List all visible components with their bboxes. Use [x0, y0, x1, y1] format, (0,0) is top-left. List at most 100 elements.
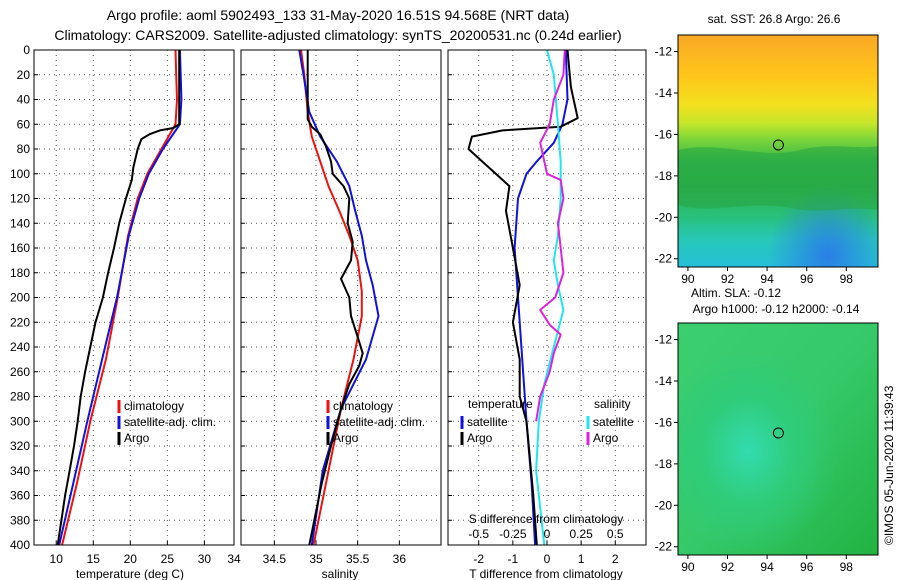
depth-tick-label: 360 — [10, 489, 30, 503]
x-tick-label: 34.5 — [263, 552, 287, 566]
depth-tick-label: 320 — [10, 439, 30, 453]
map-y-tick-label: -14 — [655, 86, 673, 100]
legend-title-salinity: salinity — [594, 397, 631, 411]
map-y-tick-label: -22 — [655, 252, 673, 266]
depth-tick-labels: 0 20 40 60 80 100 120 140 160 180 200 220 240 260 280 3… — [10, 43, 30, 552]
salinity-legend: climatology satellite-adj. clim. Argo — [326, 399, 425, 445]
map-y-tick-label: -16 — [655, 127, 673, 141]
map-x-tick-label: 92 — [721, 272, 735, 286]
s-diff-tick-label: -0.25 — [499, 527, 527, 541]
temperature-axes-frame — [33, 49, 235, 546]
depth-tick-label: 280 — [10, 390, 30, 404]
salinity-axes-frame — [240, 49, 442, 546]
x-tick-label: 36 — [393, 552, 407, 566]
map-y-tick-label: -16 — [655, 415, 673, 429]
map-y-tick-label: -22 — [655, 540, 673, 554]
series-line-salinity-argo — [535, 49, 566, 422]
x-tick-label: 15 — [87, 552, 101, 566]
x-tick-label: 30 — [198, 552, 212, 566]
map-x-tick-label: 96 — [800, 560, 814, 574]
difference-grid — [448, 49, 646, 546]
x-tick-label: 10 — [50, 552, 64, 566]
sla-map-title: Altim. SLA: -0.12 — [691, 286, 781, 300]
salinity-axis-label: salinity — [322, 567, 359, 580]
legend-label-t-satellite: satellite — [467, 415, 508, 429]
x-tick-label: -1 — [508, 552, 519, 566]
x-tick-label: 0 — [544, 552, 551, 566]
series-line-climatology — [61, 49, 178, 546]
x-tick-label: 35 — [309, 552, 323, 566]
legend-label-s-argo: Argo — [593, 431, 619, 445]
depth-tick-label: 240 — [10, 340, 30, 354]
x-tick-label: 1 — [578, 552, 585, 566]
depth-tick-label: 140 — [10, 216, 30, 230]
series-line-satellite-adj-clim- — [58, 49, 183, 546]
s-diff-tick-label: 0 — [544, 527, 551, 541]
depth-tick-label: 20 — [17, 68, 31, 82]
depth-tick-label: 300 — [10, 414, 30, 428]
sst-map-panel: sat. SST: 26.8 Argo: 26.6 90 92 94 96 98 -12 -… — [655, 12, 879, 286]
sst-map-title: sat. SST: 26.8 Argo: 26.6 — [708, 12, 841, 26]
chart-title-line2: Climatology: CARS2009. Satellite-adjuste… — [54, 27, 621, 43]
legend-label-satellite: satellite-adj. clim. — [333, 415, 425, 429]
depth-tick-label: 160 — [10, 241, 30, 255]
depth-tick-label: 100 — [10, 167, 30, 181]
imos-credit: ©IMOS 05-Jun-2020 11:39:43 — [882, 385, 896, 545]
x-tick-label: 35.5 — [346, 552, 370, 566]
sst-map-frame — [677, 34, 879, 268]
sla-map-subtitle: Argo h1000: -0.12 h2000: -0.14 — [693, 302, 860, 316]
depth-tick-label: 200 — [10, 291, 30, 305]
legend-label-satellite: satellite-adj. clim. — [124, 415, 216, 429]
argo-position-marker — [772, 139, 784, 151]
series-line-argo — [306, 50, 364, 546]
series-line-salinity-satellite — [535, 49, 565, 546]
salinity-grid — [241, 49, 441, 546]
depth-tick-label: 220 — [10, 315, 30, 329]
sla-map-marks — [772, 427, 784, 439]
temperature-tick-labels: 10 15 20 25 30 34 — [50, 552, 241, 566]
difference-lines — [467, 49, 579, 546]
x-tick-label: 25 — [161, 552, 175, 566]
map-x-tick-label: 92 — [721, 560, 735, 574]
legend-label-climatology: climatology — [124, 399, 184, 413]
s-difference-tick-labels: -0.5 -0.25 0 0.25 0.5 — [468, 527, 624, 541]
depth-tick-label: 400 — [10, 538, 30, 552]
legend-label-s-satellite: satellite — [593, 415, 634, 429]
depth-tick-label: 0 — [23, 43, 30, 57]
temperature-grid — [34, 49, 235, 546]
depth-tick-label: 340 — [10, 464, 30, 478]
argo-position-marker — [772, 427, 784, 439]
map-x-tick-label: 98 — [840, 272, 854, 286]
series-line-temperature-satellite — [513, 49, 569, 546]
difference-panel: -2 -1 0 1 2 -0.5 -0.25 0 0.25 0.5 S difference f… — [447, 49, 647, 580]
legend-label-argo: Argo — [124, 431, 150, 445]
map-y-tick-label: -18 — [655, 169, 673, 183]
depth-tick-label: 260 — [10, 365, 30, 379]
sst-map-marks — [772, 139, 784, 151]
legend-title-temperature: temperature — [468, 397, 533, 411]
map-x-tick-label: 94 — [760, 560, 774, 574]
temperature-legend: climatology satellite-adj. clim. Argo — [117, 399, 216, 445]
depth-tick-label: 120 — [10, 192, 30, 206]
salinity-tick-labels: 34.5 35 35.5 36 — [263, 552, 407, 566]
temperature-axis-label: temperature (deg C) — [76, 567, 184, 580]
series-line-satellite-adj-clim- — [298, 49, 380, 546]
map-y-tick-label: -20 — [655, 498, 673, 512]
legend-label-t-argo: Argo — [467, 431, 493, 445]
t-difference-axis-label: T difference from climatology — [469, 567, 623, 580]
sst-field-band — [678, 146, 878, 211]
series-line-argo — [56, 50, 181, 546]
s-difference-axis-label: S difference from climatology — [469, 512, 624, 526]
x-tick-label: 34 — [227, 552, 241, 566]
legend-label-climatology: climatology — [333, 399, 393, 413]
map-x-tick-label: 96 — [800, 272, 814, 286]
sla-map-panel: Altim. SLA: -0.12 Argo h1000: -0.12 h200… — [655, 286, 879, 574]
depth-tick-label: 80 — [17, 142, 31, 156]
sla-field-high-patch — [678, 323, 878, 555]
temperature-lines — [56, 49, 183, 546]
s-diff-tick-label: -0.5 — [468, 527, 489, 541]
map-x-tick-label: 98 — [840, 560, 854, 574]
map-y-tick-label: -18 — [655, 457, 673, 471]
difference-axes-frame — [447, 49, 647, 546]
